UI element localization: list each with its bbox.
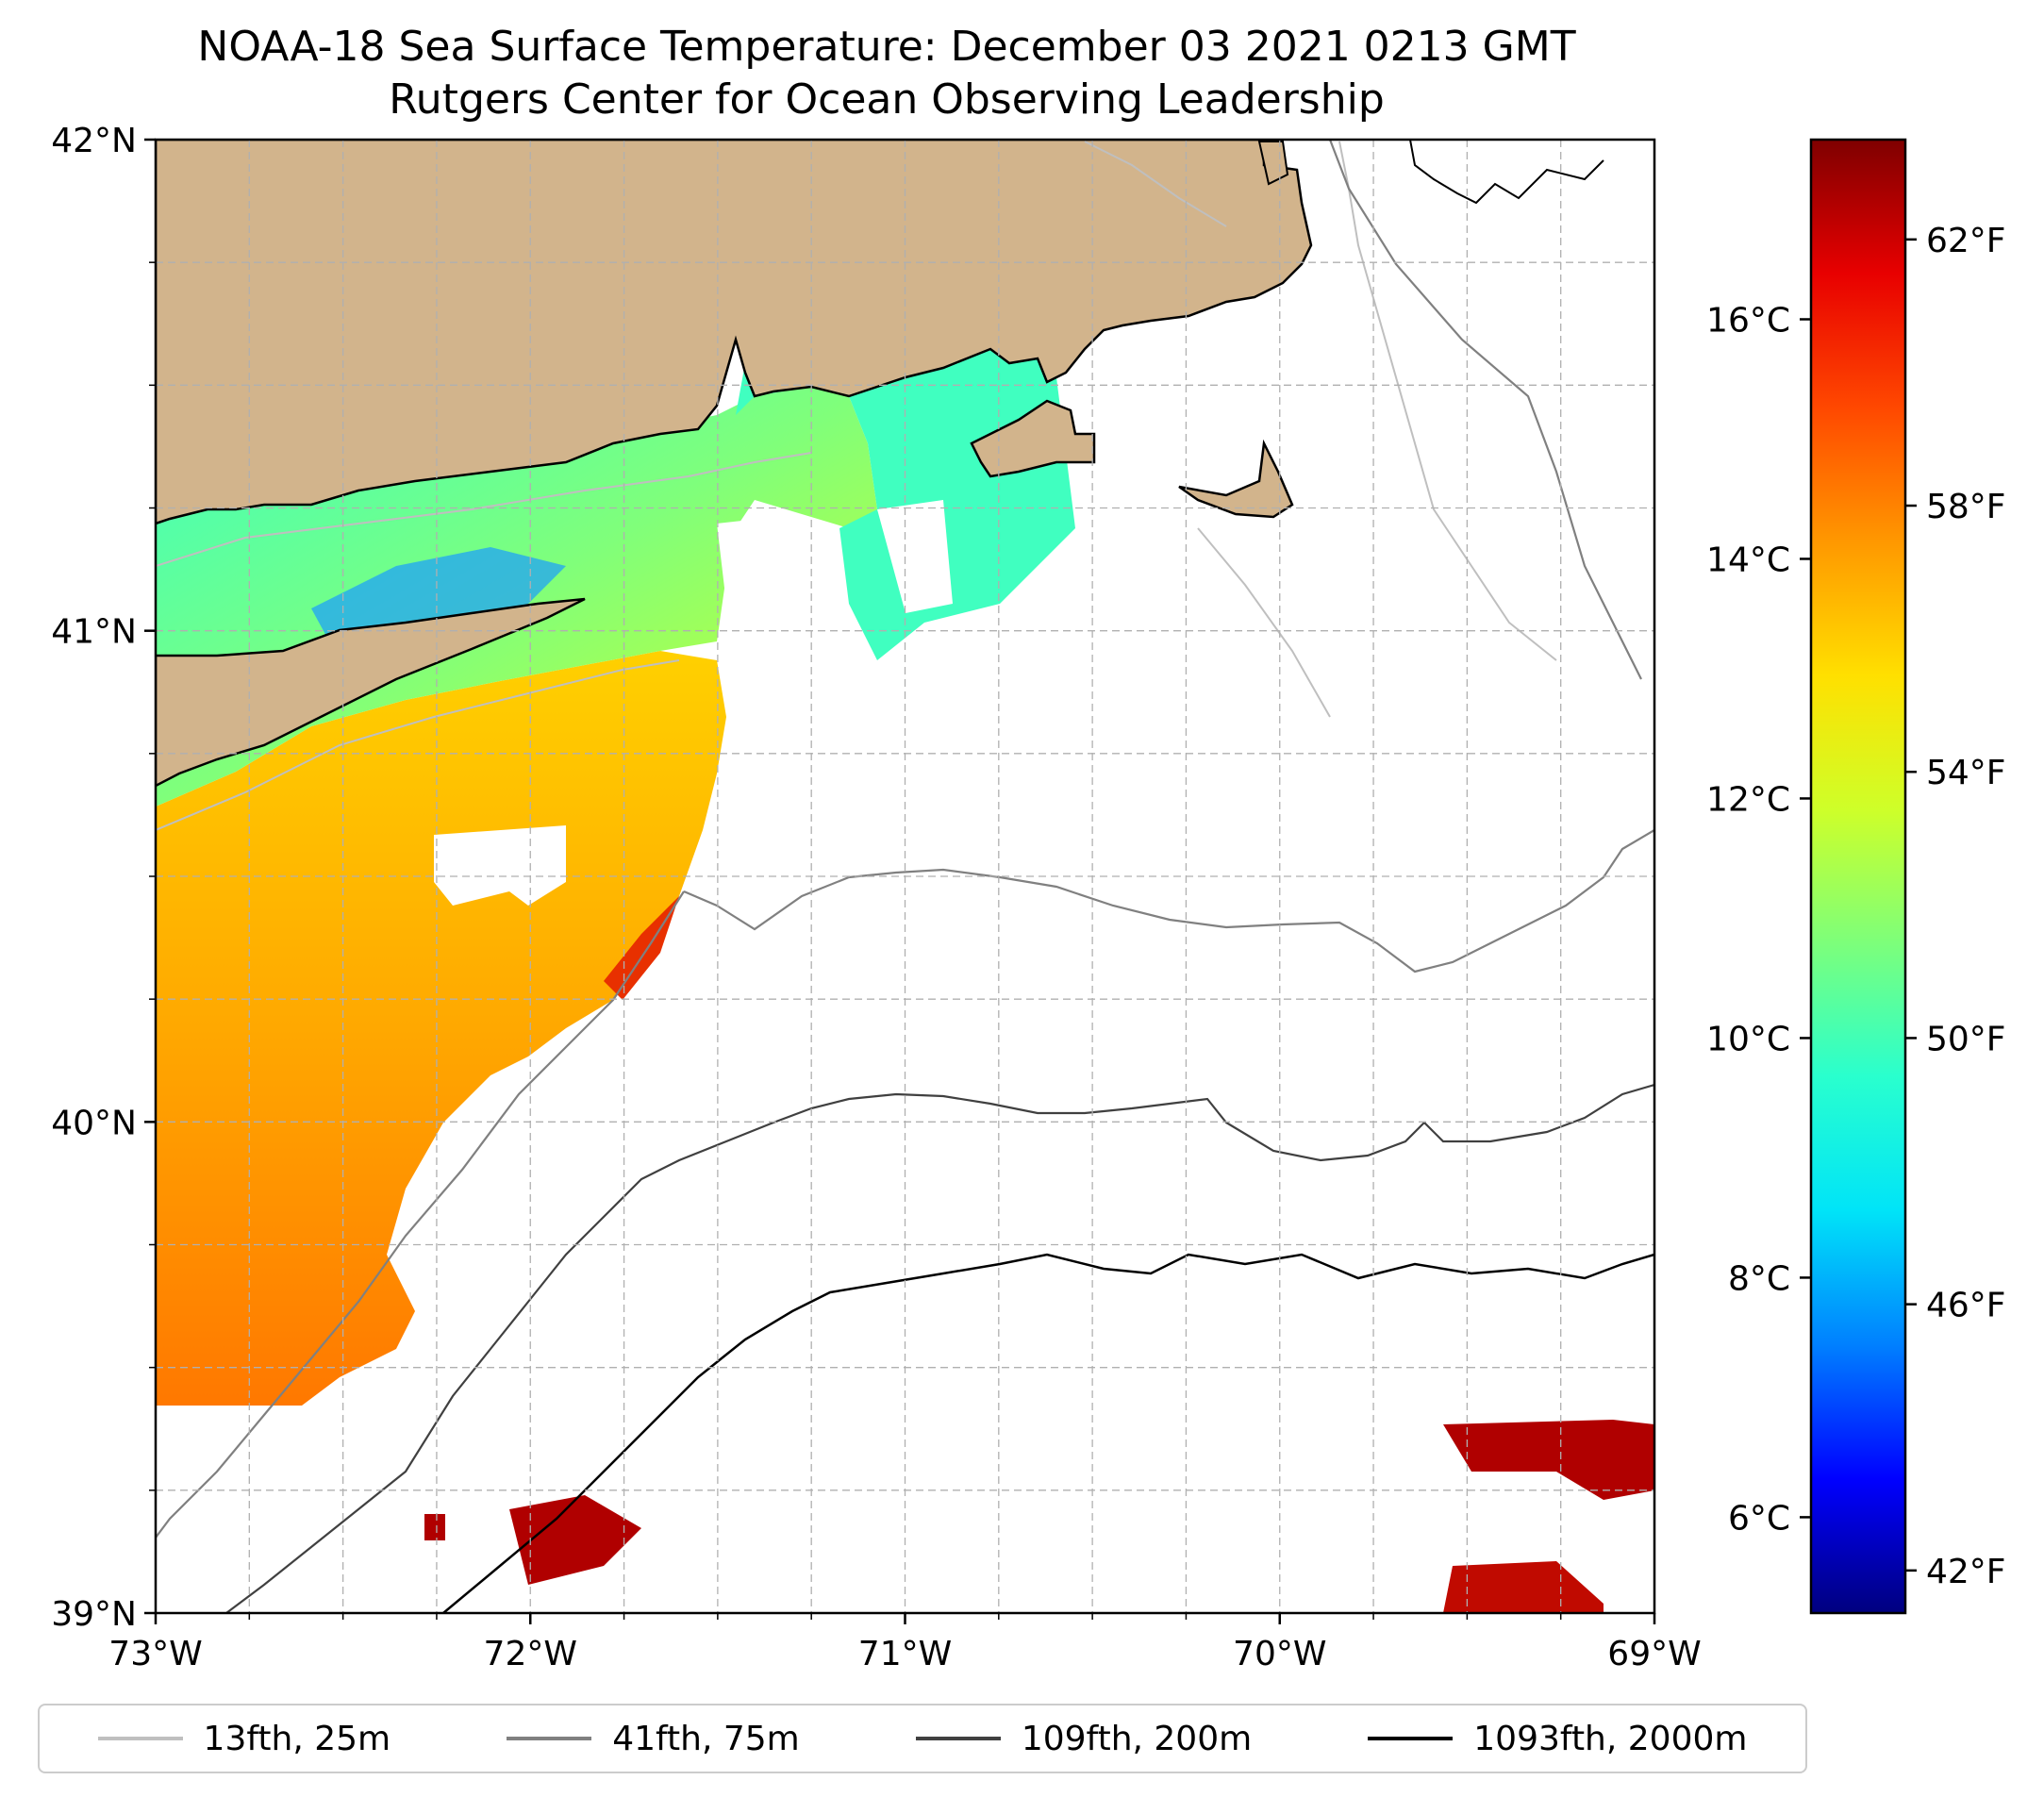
gulf-stream-patch-1 — [1443, 1420, 1654, 1500]
lon-tick-label: 72°W — [484, 1635, 577, 1673]
cloud-gap-2 — [717, 514, 811, 660]
legend-swatch-200m — [915, 1737, 1001, 1740]
colorbar — [1809, 138, 1907, 1615]
map-title: NOAA-18 Sea Surface Temperature: Decembe… — [0, 21, 1773, 126]
latitude-axis: 42°N 41°N 40°N 39°N — [51, 122, 156, 1634]
gulf-stream-patch-4 — [424, 1514, 445, 1540]
lat-tick-label: 42°N — [51, 122, 137, 160]
legend-label-200m: 109fth, 200m — [1021, 1719, 1253, 1758]
land-nantucket — [1178, 439, 1294, 519]
colorbar-c-label: 14°C — [1706, 541, 1790, 579]
legend-swatch-25m — [97, 1737, 183, 1740]
colorbar-f-label: 54°F — [1926, 754, 2006, 792]
land-long-island — [156, 597, 586, 788]
lon-tick-label: 71°W — [858, 1635, 952, 1673]
cloud-gap-3 — [877, 500, 953, 613]
land-new-england — [156, 140, 1313, 525]
lat-tick-label: 39°N — [51, 1595, 137, 1634]
colorbar-c-label: 10°C — [1706, 1020, 1790, 1058]
legend-item-200m: 109fth, 200m — [915, 1719, 1253, 1758]
colorbar-c-label: 16°C — [1706, 301, 1790, 340]
legend-item-75m: 41fth, 75m — [507, 1720, 800, 1758]
land-martha-vineyard — [970, 399, 1096, 478]
land-cape-tip — [1257, 141, 1289, 186]
lat-tick-label: 41°N — [51, 613, 137, 652]
sst-shelf-edge-hot — [604, 896, 679, 1000]
sst-shelf-warm — [156, 651, 726, 1406]
longitude-axis: 73°W 72°W 71°W 70°W 69°W — [108, 1613, 1702, 1673]
gridlines — [156, 140, 1654, 1613]
legend-swatch-75m — [507, 1737, 592, 1740]
isobath-25m — [156, 141, 1557, 831]
legend-item-25m: 13fth, 25m — [97, 1719, 391, 1758]
title-line-1: NOAA-18 Sea Surface Temperature: Decembe… — [197, 23, 1576, 71]
gulf-stream-patch-3 — [509, 1495, 641, 1585]
lat-tick-label: 40°N — [51, 1104, 137, 1142]
colorbar-celsius-axis: 16°C 14°C 12°C 10°C 8°C 6°C — [1706, 301, 1811, 1538]
depth-legend: 13fth, 25m 41fth, 75m 109fth, 200m 1093f… — [38, 1704, 1807, 1773]
colorbar-c-label: 6°C — [1728, 1499, 1790, 1538]
lon-tick-label: 70°W — [1233, 1635, 1326, 1673]
isobath-200m — [225, 1083, 1654, 1613]
colorbar-c-label: 12°C — [1706, 780, 1790, 819]
title-line-2: Rutgers Center for Ocean Observing Leade… — [389, 75, 1385, 124]
legend-label-75m: 41fth, 75m — [612, 1719, 800, 1758]
lon-tick-label: 69°W — [1607, 1635, 1701, 1673]
colorbar-f-label: 42°F — [1926, 1553, 2006, 1591]
legend-label-25m: 13fth, 25m — [203, 1719, 391, 1758]
legend-swatch-2000m — [1368, 1737, 1454, 1740]
colorbar-f-label: 62°F — [1926, 222, 2006, 260]
legend-item-2000m: 1093fth, 2000m — [1368, 1720, 1747, 1758]
isobath-75m — [156, 140, 1654, 1539]
gulf-stream-patch-2 — [1443, 1561, 1604, 1613]
colorbar-fahrenheit-axis: 62°F 58°F 54°F 50°F 46°F 42°F — [1905, 222, 2006, 1591]
coast-gulf-of-maine — [1409, 140, 1604, 205]
colorbar-f-label: 58°F — [1926, 488, 2006, 526]
map-area — [156, 140, 1654, 1613]
isobath-2000m — [442, 1253, 1654, 1613]
lon-tick-label: 73°W — [108, 1635, 202, 1673]
colorbar-f-label: 50°F — [1926, 1020, 2006, 1058]
colorbar-f-label: 46°F — [1926, 1287, 2006, 1325]
colorbar-c-label: 8°C — [1728, 1259, 1790, 1298]
legend-label-2000m: 1093fth, 2000m — [1473, 1719, 1748, 1758]
cloud-gap-1 — [434, 825, 566, 906]
